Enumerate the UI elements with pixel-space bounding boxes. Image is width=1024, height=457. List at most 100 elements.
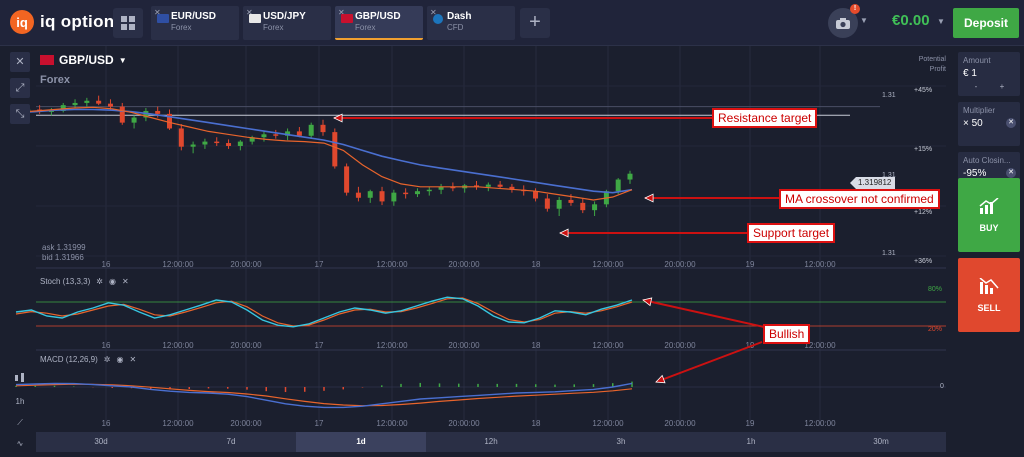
time-axis-label: 12:00:00 xyxy=(804,260,836,269)
close-icon[interactable]: ✕ xyxy=(1006,118,1016,128)
grid-icon xyxy=(121,16,135,30)
candle-body xyxy=(48,110,54,112)
tab-name: USD/JPY xyxy=(263,11,306,22)
close-icon[interactable]: ✕ xyxy=(1006,168,1016,178)
potential-profit-line1: Potential xyxy=(918,56,946,63)
candle-body xyxy=(190,144,196,147)
candle-body xyxy=(344,166,350,193)
candle-body xyxy=(273,134,279,136)
asset-grid-button[interactable] xyxy=(113,8,143,38)
eye-icon[interactable]: ◉ xyxy=(116,355,124,364)
timeframe-3h[interactable]: 3h xyxy=(616,437,626,446)
amount-value[interactable]: € 1 xyxy=(963,68,977,79)
candle-body xyxy=(308,124,314,136)
add-tab-button[interactable]: + xyxy=(520,8,550,38)
tab-usd-jpy[interactable]: ✕ USD/JPY Forex xyxy=(243,6,331,40)
time-axis-label: 20:00:00 xyxy=(448,341,480,350)
trend-down-icon xyxy=(979,277,999,294)
timeframe-7d[interactable]: 7d xyxy=(226,437,236,446)
profit-axis-label: +12% xyxy=(914,209,933,216)
candle-body xyxy=(568,199,574,203)
candles-icon[interactable] xyxy=(10,372,30,390)
close-icon[interactable]: ✕ xyxy=(129,355,137,364)
tab-eur-usd[interactable]: ✕ EUR/USD Forex xyxy=(151,6,239,40)
asset-type: Forex xyxy=(40,74,70,86)
chart-settings: 1h ⟋ ∿ xyxy=(10,372,30,456)
candle-body xyxy=(474,185,479,187)
time-axis-label: 20:00:00 xyxy=(664,260,696,269)
buy-button[interactable]: BUY xyxy=(958,178,1020,252)
auto-closing-value[interactable]: -95% xyxy=(963,168,987,179)
close-icon[interactable]: ✕ xyxy=(10,52,30,72)
candle-body xyxy=(615,179,621,192)
buy-label: BUY xyxy=(979,223,999,233)
expand-icon[interactable]: ⤢ xyxy=(10,78,30,98)
time-axis-label: 12:00:00 xyxy=(162,419,194,428)
chart-tools: ✕ ⤢ ⤡ xyxy=(10,52,30,130)
candle-body xyxy=(60,105,66,111)
time-axis-label: 18 xyxy=(532,341,541,350)
indicators-icon[interactable]: ∿ xyxy=(16,439,24,448)
flag-icon xyxy=(40,55,54,65)
amount-field[interactable]: Amount € 1 - + xyxy=(958,52,1020,96)
minus-button[interactable]: - xyxy=(974,82,978,91)
candle-body xyxy=(226,143,232,146)
tab-name: EUR/USD xyxy=(171,11,217,22)
drawing-tools-icon[interactable]: ⟋ xyxy=(17,418,23,427)
time-axis-label: 18 xyxy=(532,260,541,269)
timeframe-30d[interactable]: 30d xyxy=(94,437,108,446)
brand-logo[interactable]: iq iq option xyxy=(10,10,114,34)
time-axis-label: 12:00:00 xyxy=(376,341,408,350)
candle-body xyxy=(497,184,503,187)
asset-selector[interactable]: GBP/USD ▼ xyxy=(40,53,127,67)
sell-button[interactable]: SELL xyxy=(958,258,1020,332)
time-axis-label: 16 xyxy=(102,419,111,428)
candle-body xyxy=(237,141,243,146)
tab-dash[interactable]: ✕ Dash CFD xyxy=(427,6,515,40)
gear-icon[interactable]: ✲ xyxy=(96,277,103,286)
arrow-ma-crossover-head xyxy=(644,193,654,203)
close-icon[interactable]: ✕ xyxy=(430,8,437,17)
callout-support: Support target xyxy=(747,223,836,243)
price-axis-label: 1.31 xyxy=(882,92,896,99)
timeframe-30m[interactable]: 30m xyxy=(873,437,889,446)
close-icon[interactable]: ✕ xyxy=(121,277,129,286)
macd-label: MACD (12,26,9) ✲ ◉ ✕ xyxy=(40,355,136,364)
potential-profit-label: Potential Profit xyxy=(896,55,946,75)
timeframe-1h[interactable]: 1h xyxy=(746,437,756,446)
camera-button[interactable] xyxy=(828,8,858,38)
time-axis-label: 17 xyxy=(315,341,324,350)
trend-up-icon xyxy=(979,197,999,214)
tab-gbp-usd[interactable]: ✕ GBP/USD Forex xyxy=(335,6,423,40)
asset-name: GBP/USD xyxy=(59,53,114,67)
price-axis-label: 1.31 xyxy=(882,250,896,257)
dash-coin-icon xyxy=(433,14,443,24)
candle-body xyxy=(414,191,420,195)
balance[interactable]: €0.00 xyxy=(892,12,930,29)
candle-body xyxy=(509,186,515,190)
chevron-down-icon[interactable]: ▼ xyxy=(937,17,945,26)
plus-button[interactable]: + xyxy=(999,82,1005,91)
top-bar: iq iq option ✕ EUR/USD Forex ✕ USD/JPY F… xyxy=(0,0,1024,46)
chevron-down-icon[interactable]: ▼ xyxy=(860,16,868,25)
time-axis-label: 12:00:00 xyxy=(162,260,194,269)
eye-icon[interactable]: ◉ xyxy=(108,277,116,286)
close-icon[interactable]: ✕ xyxy=(246,8,253,17)
candle-body xyxy=(533,191,539,199)
callout-ma-crossover: MA crossover not confirmed xyxy=(779,189,940,209)
multiplier-value[interactable]: × 50 xyxy=(963,118,983,129)
arrow-bullish-stoch xyxy=(642,299,765,328)
gear-icon[interactable]: ✲ xyxy=(103,355,111,364)
candle-body xyxy=(332,132,338,167)
close-icon[interactable]: ✕ xyxy=(154,8,161,17)
timeframe-1d[interactable]: 1d xyxy=(296,432,426,452)
collapse-icon[interactable]: ⤡ xyxy=(10,104,30,124)
multiplier-field[interactable]: Multiplier × 50 ✕ xyxy=(958,102,1020,146)
deposit-button[interactable]: Deposit xyxy=(953,8,1019,38)
tab-type: Forex xyxy=(263,23,284,32)
candle-body xyxy=(155,110,161,114)
ma-slow-line xyxy=(15,108,633,194)
close-icon[interactable]: ✕ xyxy=(338,8,345,17)
timeframe-12h[interactable]: 12h xyxy=(484,437,498,446)
interval-button[interactable]: 1h xyxy=(15,397,25,406)
